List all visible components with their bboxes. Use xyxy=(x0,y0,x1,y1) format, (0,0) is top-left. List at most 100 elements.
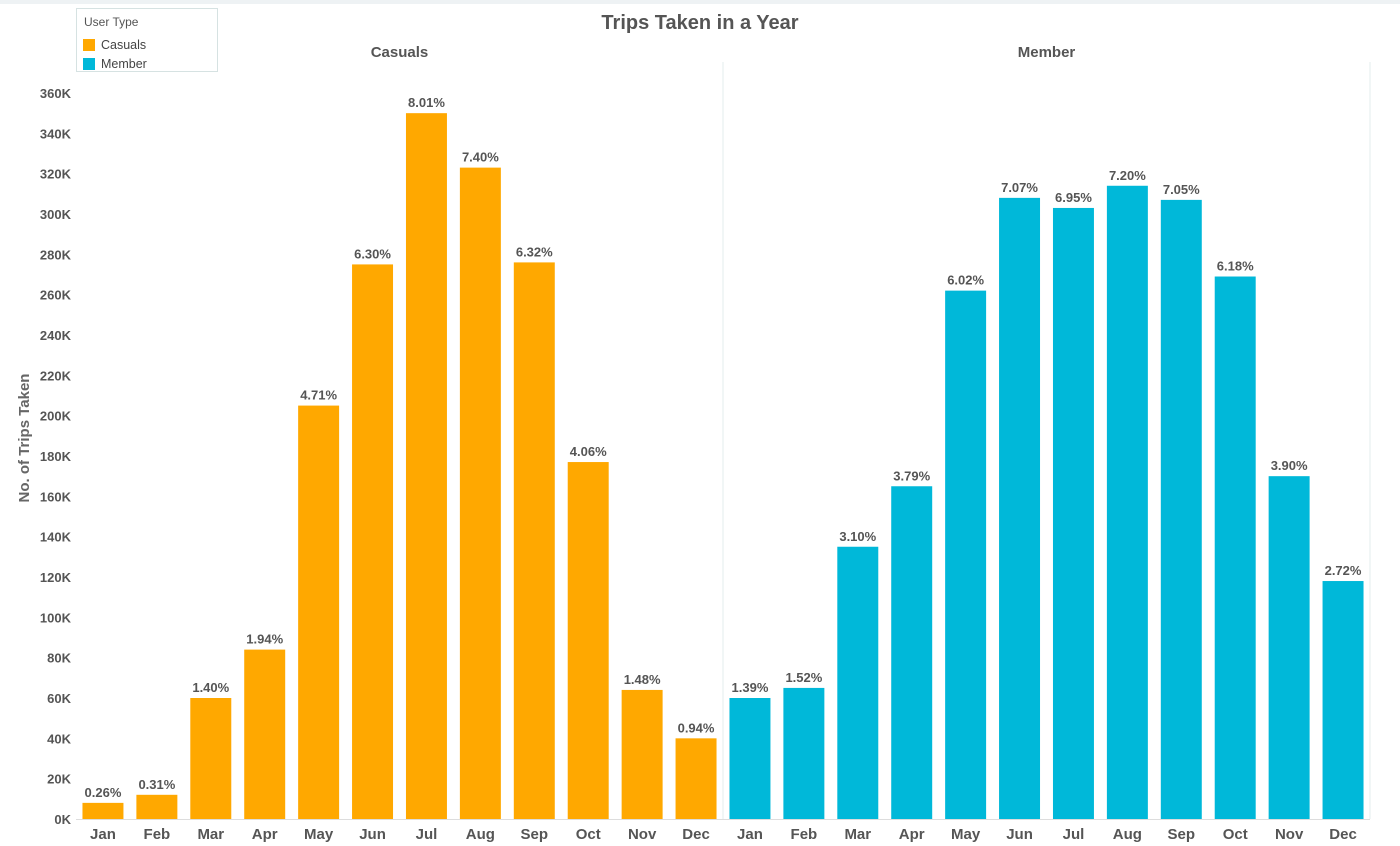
legend-swatch-member xyxy=(83,58,95,70)
legend-swatch-casuals xyxy=(83,39,95,51)
x-tick-label: Jul xyxy=(416,826,438,843)
bar-casuals-jul xyxy=(405,113,447,819)
bar-casuals-nov xyxy=(621,689,663,819)
legend-item-member[interactable]: Member xyxy=(83,56,147,72)
y-tick-label: 80K xyxy=(47,651,71,666)
bar-member-sep xyxy=(1160,199,1202,820)
bar-data-label: 0.26% xyxy=(85,785,122,800)
y-tick-label: 220K xyxy=(40,368,72,383)
bar-member-oct xyxy=(1214,276,1256,819)
bar-data-label: 6.02% xyxy=(947,273,984,288)
x-tick-label: Oct xyxy=(1223,826,1248,843)
x-tick-label: Apr xyxy=(899,826,925,843)
y-tick-label: 200K xyxy=(40,409,72,424)
bar-data-label: 7.07% xyxy=(1001,180,1038,195)
bar-data-label: 6.32% xyxy=(516,244,553,259)
bar-casuals-may xyxy=(298,405,340,819)
bar-casuals-sep xyxy=(513,262,555,819)
y-axis-label: No. of Trips Taken xyxy=(16,374,33,503)
bar-data-label: 2.72% xyxy=(1325,563,1362,578)
bar-data-label: 8.01% xyxy=(408,95,445,110)
x-tick-label: May xyxy=(951,826,981,843)
bar-data-label: 1.48% xyxy=(624,672,661,687)
bar-member-mar xyxy=(837,546,879,819)
x-tick-label: Mar xyxy=(844,826,871,843)
legend-item-casuals[interactable]: Casuals xyxy=(83,37,146,53)
y-axis: 0K 20K 40K 60K 80K 100K 120K 140K 160K 180K 200K 22… xyxy=(40,86,72,827)
legend-title: User Type xyxy=(84,15,139,29)
bar-casuals-dec xyxy=(675,738,717,819)
x-tick-label: Feb xyxy=(791,826,818,843)
y-tick-label: 180K xyxy=(40,449,72,464)
bar-data-label: 4.71% xyxy=(300,388,337,403)
panel-header: Member xyxy=(1018,44,1076,61)
y-tick-label: 160K xyxy=(40,489,72,504)
bar-data-label: 7.40% xyxy=(462,150,499,165)
y-tick-label: 120K xyxy=(40,570,72,585)
bar-data-label: 6.95% xyxy=(1055,190,1092,205)
x-tick-label: Nov xyxy=(628,826,657,843)
bar-data-label: 3.10% xyxy=(839,529,876,544)
bar-data-label: 1.39% xyxy=(732,680,769,695)
x-tick-label: Aug xyxy=(1113,826,1142,843)
x-tick-label: Jan xyxy=(90,826,116,843)
y-tick-label: 360K xyxy=(40,86,72,101)
bar-data-label: 4.06% xyxy=(570,444,607,459)
bar-data-label: 1.52% xyxy=(785,670,822,685)
x-tick-label: Nov xyxy=(1275,826,1304,843)
bar-data-label: 3.79% xyxy=(893,468,930,483)
bar-data-label: 7.20% xyxy=(1109,168,1146,183)
chart-title: Trips Taken in a Year xyxy=(601,12,798,34)
y-tick-label: 340K xyxy=(40,126,72,141)
x-tick-label: May xyxy=(304,826,334,843)
y-tick-label: 320K xyxy=(40,167,72,182)
bar-casuals-oct xyxy=(567,462,609,819)
y-tick-label: 140K xyxy=(40,530,72,545)
x-tick-label: Apr xyxy=(252,826,278,843)
x-tick-label: Feb xyxy=(144,826,171,843)
x-tick-label: Oct xyxy=(576,826,601,843)
bar-member-apr xyxy=(891,486,933,819)
bar-member-may xyxy=(945,290,987,820)
y-tick-label: 20K xyxy=(47,772,71,787)
top-rule xyxy=(0,0,1400,4)
bar-member-jun xyxy=(999,197,1041,819)
x-tick-label: Jul xyxy=(1063,826,1085,843)
y-tick-label: 240K xyxy=(40,328,72,343)
bar-casuals-jun xyxy=(352,264,394,820)
x-tick-label: Dec xyxy=(682,826,710,843)
y-tick-label: 260K xyxy=(40,288,72,303)
legend-label: Casuals xyxy=(101,38,147,52)
bar-data-label: 0.31% xyxy=(138,777,175,792)
bar-data-label: 7.05% xyxy=(1163,182,1200,197)
bar-member-jul xyxy=(1052,207,1094,819)
bar-data-label: 6.30% xyxy=(354,246,391,261)
bar-member-aug xyxy=(1106,185,1148,819)
bar-data-label: 1.40% xyxy=(192,680,229,695)
bar-casuals-apr xyxy=(244,649,286,819)
y-tick-label: 40K xyxy=(47,731,71,746)
legend-label: Member xyxy=(101,57,147,71)
y-tick-label: 60K xyxy=(47,691,71,706)
y-tick-label: 100K xyxy=(40,610,72,625)
y-tick-label: 280K xyxy=(40,247,72,262)
x-tick-label: Dec xyxy=(1329,826,1357,843)
panel-member: Member 1.39% Jan 1.52% Feb 3.10% Mar 3.79% Apr 6.… xyxy=(729,44,1371,843)
y-tick-label: 300K xyxy=(40,207,72,222)
x-tick-label: Jun xyxy=(1006,826,1033,843)
bar-data-label: 6.18% xyxy=(1217,259,1254,274)
x-tick-label: Jun xyxy=(359,826,386,843)
panels-layer: Casuals 0.26% Jan 0.31% Feb 1.40% Mar 1.94% Apr 4… xyxy=(76,44,1371,843)
legend[interactable]: User Type Casuals Member xyxy=(76,8,218,72)
bar-casuals-feb xyxy=(136,794,178,819)
y-tick-label: 0K xyxy=(54,812,71,827)
bar-member-feb xyxy=(783,687,825,819)
bar-casuals-jan xyxy=(82,802,124,819)
bar-data-label: 3.90% xyxy=(1271,458,1308,473)
x-tick-label: Jan xyxy=(737,826,763,843)
x-tick-label: Sep xyxy=(1168,826,1196,843)
x-tick-label: Mar xyxy=(197,826,224,843)
bar-data-label: 0.94% xyxy=(678,720,715,735)
